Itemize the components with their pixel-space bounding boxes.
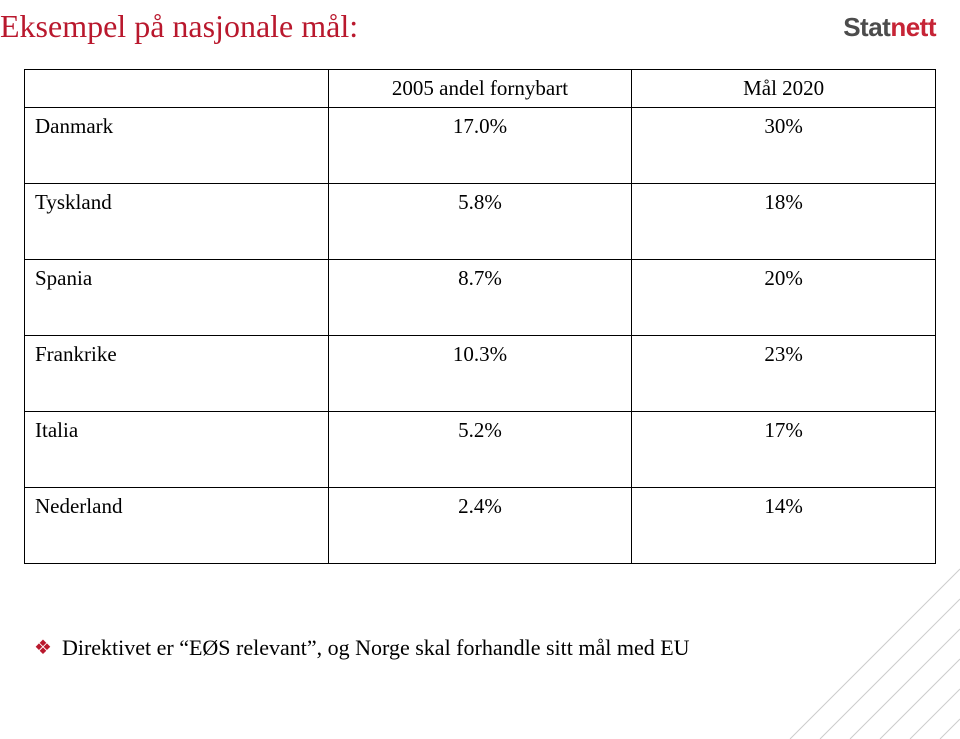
- page-title: Eksempel på nasjonale mål:: [0, 8, 358, 45]
- cell-2020: 14%: [632, 488, 936, 564]
- table-row: Tyskland 5.8% 18%: [25, 184, 936, 260]
- note-bullet: ❖ Direktivet er “EØS relevant”, og Norge…: [34, 635, 690, 661]
- cell-2020: 30%: [632, 108, 936, 184]
- logo-part1: Stat: [843, 12, 890, 42]
- cell-country: Danmark: [25, 108, 329, 184]
- table-row: Italia 5.2% 17%: [25, 412, 936, 488]
- note-text: Direktivet er “EØS relevant”, og Norge s…: [62, 635, 690, 661]
- decorative-lines-icon: [780, 559, 960, 739]
- cell-2005: 10.3%: [328, 336, 632, 412]
- table-row: Danmark 17.0% 30%: [25, 108, 936, 184]
- table-row: Nederland 2.4% 14%: [25, 488, 936, 564]
- col-2005-header: 2005 andel fornybart: [328, 70, 632, 108]
- cell-2020: 23%: [632, 336, 936, 412]
- cell-country: Frankrike: [25, 336, 329, 412]
- cell-2005: 5.2%: [328, 412, 632, 488]
- logo-part2: nett: [890, 12, 936, 42]
- table-header-row: 2005 andel fornybart Mål 2020: [25, 70, 936, 108]
- table-row: Frankrike 10.3% 23%: [25, 336, 936, 412]
- col-2020-header: Mål 2020: [632, 70, 936, 108]
- cell-country: Italia: [25, 412, 329, 488]
- cell-2005: 8.7%: [328, 260, 632, 336]
- cell-2005: 17.0%: [328, 108, 632, 184]
- col-country-header: [25, 70, 329, 108]
- cell-country: Nederland: [25, 488, 329, 564]
- cell-2020: 18%: [632, 184, 936, 260]
- statnett-logo: Statnett: [843, 8, 936, 43]
- cell-2005: 2.4%: [328, 488, 632, 564]
- cell-2005: 5.8%: [328, 184, 632, 260]
- table-row: Spania 8.7% 20%: [25, 260, 936, 336]
- cell-country: Tyskland: [25, 184, 329, 260]
- cell-country: Spania: [25, 260, 329, 336]
- goals-table: 2005 andel fornybart Mål 2020 Danmark 17…: [24, 69, 936, 564]
- cell-2020: 17%: [632, 412, 936, 488]
- cell-2020: 20%: [632, 260, 936, 336]
- diamond-icon: ❖: [34, 638, 52, 658]
